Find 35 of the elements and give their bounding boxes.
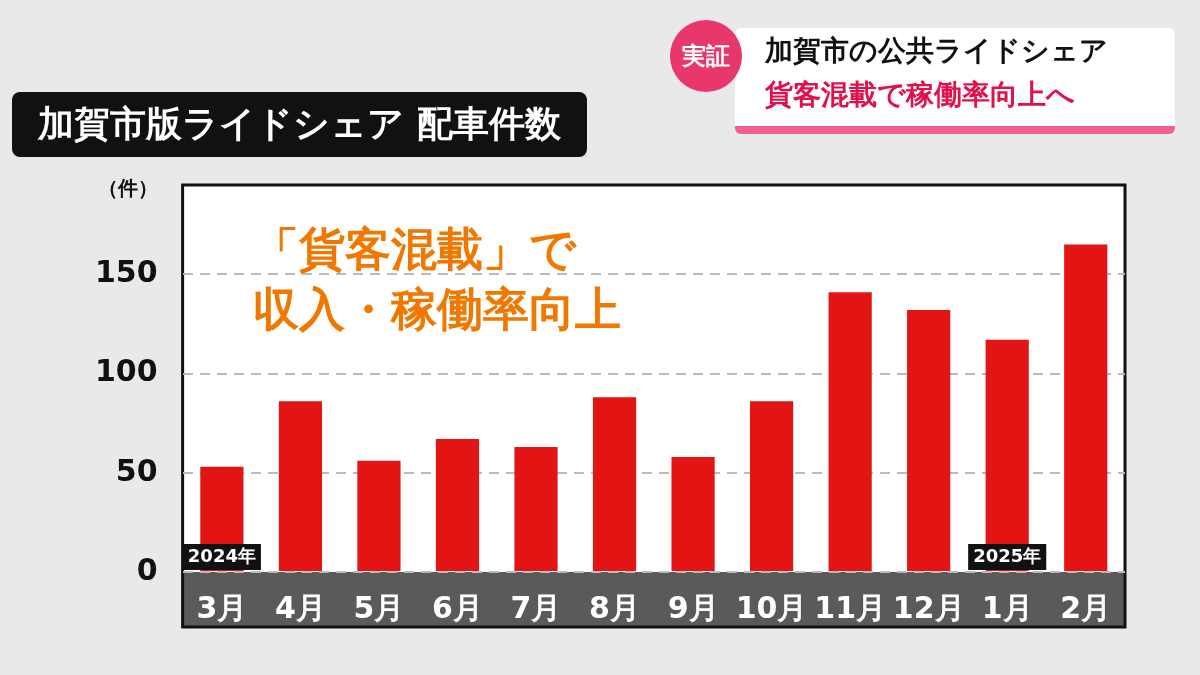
- y-axis-title: （件）: [97, 176, 158, 200]
- bar: [278, 401, 323, 571]
- bar: [357, 460, 401, 571]
- annotation: 「貨客混載」で: [252, 221, 577, 276]
- bar: [750, 401, 794, 571]
- text: 実証: [670, 20, 742, 92]
- y-tick-label: 50: [115, 452, 158, 488]
- y-tick-label: 0: [136, 551, 158, 587]
- x-tick-label: 10月: [735, 589, 808, 625]
- y-tick-label: 100: [95, 353, 158, 389]
- bar: [828, 292, 872, 571]
- x-tick-label: 5月: [353, 589, 405, 625]
- x-tick-label: 4月: [274, 589, 326, 625]
- x-tick-label: 9月: [667, 589, 719, 625]
- x-tick-label: 8月: [589, 589, 640, 625]
- x-tick-label: 7月: [510, 589, 562, 625]
- annotation: 2025年: [973, 544, 1042, 566]
- text: 貨客混載で稼働率向上へ: [765, 77, 1075, 113]
- bar: [514, 446, 558, 571]
- x-tick-label: 12月: [892, 589, 965, 625]
- chart-subtitle: 加賀市の公共ライドシェア: [765, 33, 1108, 69]
- annotation: 収入・稼働率向上: [252, 281, 621, 336]
- bar: [671, 456, 715, 571]
- y-tick-label: 150: [95, 254, 158, 290]
- bar: [435, 439, 480, 571]
- x-tick-label: 3月: [196, 589, 248, 625]
- x-tick-label: 6月: [432, 589, 483, 625]
- x-tick-label: 11月: [814, 589, 887, 625]
- chart-title: 加賀市版ライドシェア 配車件数: [12, 92, 587, 157]
- annotation: 2024年: [187, 544, 256, 566]
- bar: [907, 310, 951, 571]
- x-tick-label: 1月: [981, 589, 1033, 625]
- bar: [592, 397, 637, 571]
- x-tick-label: 2月: [1060, 589, 1112, 625]
- bar: [1064, 244, 1108, 571]
